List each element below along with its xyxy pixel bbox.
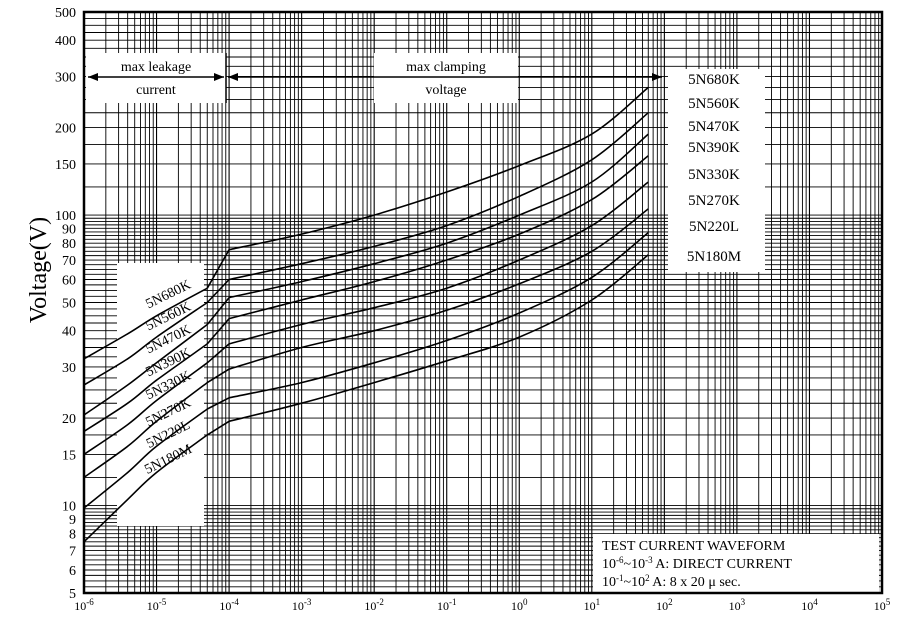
y-tick-label: 7 (69, 545, 76, 560)
x-tick-label: 10-1 (437, 597, 457, 613)
y-tick-label: 80 (62, 237, 76, 252)
x-tick-label: 105 (874, 597, 891, 613)
series-5n470k-join (206, 297, 230, 326)
series-5n470k-leakage (83, 323, 208, 416)
y-tick-label: 70 (62, 254, 76, 269)
x-tick-label: 101 (584, 597, 601, 613)
y-tick-label: 300 (55, 70, 76, 85)
x-tick-label: 10-3 (292, 597, 312, 613)
clamping-box (374, 53, 518, 103)
x-tick-label: 104 (801, 597, 818, 613)
y-tick-label: 10 (62, 500, 76, 515)
y-tick-label: 9 (69, 513, 76, 528)
right-series-label: 5N560K (688, 96, 740, 112)
right-series-label: 5N330K (688, 167, 740, 183)
x-tick-label: 10-5 (147, 597, 167, 613)
plot-frame (82, 10, 884, 595)
right-series-label: 5N180M (687, 249, 741, 265)
series-5n470k-clamping (228, 133, 649, 299)
series-5n390k-clamping (228, 155, 649, 320)
x-tick-label: 103 (729, 597, 746, 613)
series-5n180m-join (206, 420, 230, 436)
y-axis-label: Voltage(V) (26, 217, 52, 323)
arrowhead (214, 73, 224, 81)
series-5n180m-leakage (83, 434, 208, 543)
y-tick-label: 6 (69, 564, 76, 579)
series-5n220l-clamping (228, 231, 649, 399)
y-tick-label: 500 (55, 6, 76, 21)
y-tick-label: 8 (69, 528, 76, 543)
x-tick-label: 100 (511, 597, 528, 613)
series-5n270k-join (206, 368, 230, 384)
y-tick-label: 400 (55, 34, 76, 49)
y-tick-label: 20 (62, 412, 76, 427)
annotation-leakage: current (136, 83, 176, 98)
y-tick-label: 50 (62, 297, 76, 312)
label-boxes (86, 53, 879, 592)
series-5n330k-leakage (83, 362, 208, 456)
x-tick-label: 10-4 (219, 597, 239, 613)
x-tick-label: 102 (656, 597, 673, 613)
y-tick-label: 5 (69, 587, 76, 602)
annotation-clamping: max clamping (406, 60, 486, 75)
series-5n680k-join (206, 249, 230, 289)
leakage-box (86, 53, 226, 103)
y-tick-label: 30 (62, 361, 76, 376)
series-5n180m-clamping (228, 254, 649, 423)
y-tick-label: 60 (62, 273, 76, 288)
right-series-label: 5N220L (689, 219, 739, 235)
series-5n560k-clamping (228, 112, 649, 281)
waveform-line-2: 10-1~102 A: 8 x 20 μ sec. (602, 573, 741, 590)
y-tick-label: 90 (62, 222, 76, 237)
y-tick-label: 15 (62, 448, 76, 463)
waveform-box (593, 534, 879, 592)
arrowhead (652, 73, 662, 81)
plot-border (82, 10, 884, 595)
right-series-label: 5N680K (688, 72, 740, 88)
right-series-label: 5N470K (688, 119, 740, 135)
arrowhead (88, 73, 98, 81)
series-5n680k-clamping (228, 86, 649, 251)
left-label-box (117, 263, 204, 526)
series-5n330k-clamping (228, 181, 649, 345)
y-tick-label: 100 (55, 209, 76, 224)
series-lines (83, 86, 649, 543)
x-axis-ticks: 10-6 10-5 10-4 10-3 10-2 10-1 100 101 102 103 104 1… (74, 597, 891, 613)
series-5n390k-leakage (83, 343, 208, 433)
waveform-line-1: 10-6~10-3 A: DIRECT CURRENT (602, 555, 792, 572)
series-5n220l-leakage (83, 408, 208, 509)
right-label-box (668, 69, 765, 272)
x-tick-label: 10-2 (364, 597, 384, 613)
right-series-label: 5N270K (688, 193, 740, 209)
x-tick-label: 10-6 (74, 597, 94, 613)
y-tick-label: 40 (62, 325, 76, 340)
y-tick-label: 200 (55, 122, 76, 137)
right-series-label: 5N390K (688, 140, 740, 156)
series-5n270k-clamping (228, 208, 649, 370)
series-5n270k-leakage (83, 381, 208, 479)
arrowhead (228, 73, 238, 81)
series-5n560k-join (206, 278, 230, 304)
annotation-clamping: voltage (425, 83, 466, 98)
y-tick-label: 150 (55, 158, 76, 173)
series-5n560k-leakage (83, 301, 208, 386)
annotation-leakage: max leakage (121, 60, 191, 75)
series-5n330k-join (206, 343, 230, 364)
series-5n390k-join (206, 318, 230, 345)
waveform-title: TEST CURRENT WAVEFORM (602, 539, 786, 554)
series-5n680k-leakage (83, 287, 208, 360)
series-5n220l-join (206, 397, 230, 410)
